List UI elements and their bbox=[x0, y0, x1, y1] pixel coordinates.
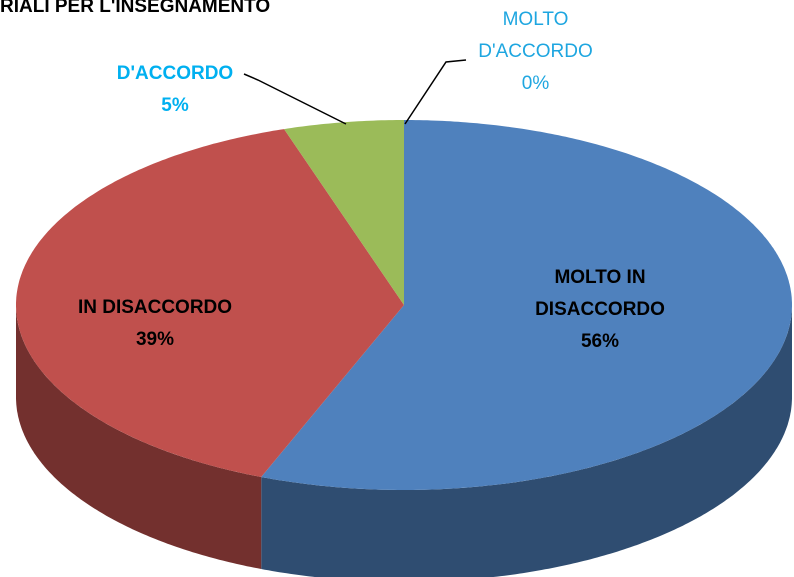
slice-label: D'ACCORDO 5% bbox=[95, 58, 255, 122]
chart-title: RIALI PER L'INSEGNAMENTO bbox=[0, 0, 271, 17]
leader-line bbox=[243, 73, 347, 125]
leader-line bbox=[404, 59, 467, 125]
label-value: 5% bbox=[161, 95, 189, 116]
slice-side bbox=[261, 305, 792, 577]
label-category: IN DISACCORDO bbox=[77, 297, 233, 318]
label-value: 39% bbox=[135, 329, 175, 350]
label-category: MOLTO IN DISACCORDO bbox=[535, 267, 665, 320]
slice bbox=[16, 129, 404, 477]
label-category: D'ACCORDO bbox=[116, 63, 234, 84]
slice-label: MOLTO D'ACCORDO 0% bbox=[468, 4, 603, 100]
slice-label: IN DISACCORDO 39% bbox=[55, 292, 255, 356]
slice-side bbox=[16, 305, 262, 569]
slice bbox=[261, 120, 792, 490]
label-value: 56% bbox=[580, 331, 620, 352]
label-category: MOLTO D'ACCORDO bbox=[478, 9, 593, 62]
label-value: 0% bbox=[521, 73, 550, 94]
slice bbox=[284, 120, 404, 305]
slice-label: MOLTO IN DISACCORDO 56% bbox=[520, 262, 680, 358]
